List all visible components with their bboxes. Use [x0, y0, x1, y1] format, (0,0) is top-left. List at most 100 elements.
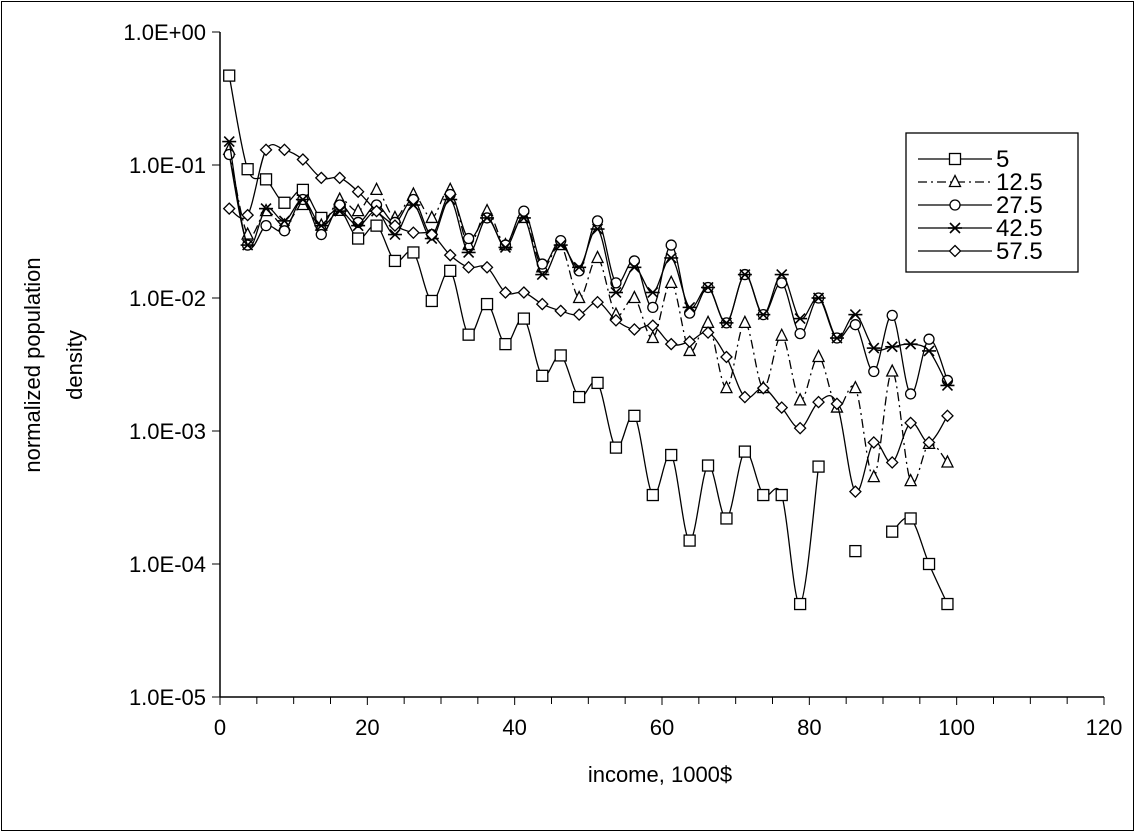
data-point: [609, 441, 623, 454]
star-stroke: [720, 317, 733, 329]
data-point: [940, 379, 955, 392]
data-point: [756, 381, 770, 395]
star-stroke: [794, 313, 806, 325]
data-point: [462, 260, 476, 274]
data-point: [406, 226, 420, 240]
data-point: [665, 448, 678, 462]
data-point: [573, 265, 585, 277]
data-point: [590, 250, 605, 264]
data-point: [517, 286, 531, 299]
data-point: [867, 436, 881, 449]
data-point: [719, 380, 734, 394]
x-tick-label: 20: [355, 715, 379, 740]
star-stroke: [665, 252, 677, 264]
data-point: [462, 328, 475, 341]
data-point: [241, 208, 255, 222]
star-stroke: [610, 286, 622, 299]
axes: 0 20 40 60 80 100 120 1.0E+00 1.0E-01 1.0E-02 1.0E…: [123, 20, 1122, 740]
data-point: [701, 459, 715, 472]
data-point: [480, 260, 494, 274]
data-point: [241, 163, 254, 176]
data-point: [351, 220, 366, 232]
star-stroke: [702, 281, 714, 294]
data-point: [646, 488, 659, 502]
x-tick-label: 80: [797, 715, 821, 740]
y-axis-title-line-2: density: [62, 330, 87, 400]
data-point: [794, 327, 806, 340]
star-stroke: [647, 286, 659, 299]
data-point: [278, 225, 291, 237]
star-stroke: [831, 332, 843, 344]
series-layer: [222, 69, 955, 611]
data-point: [886, 309, 898, 322]
y-axis-title: normalized population density: [20, 257, 87, 472]
data-point: [572, 290, 586, 304]
data-point: [591, 376, 604, 390]
data-point: [461, 246, 476, 259]
data-point: [278, 143, 291, 157]
star-stroke: [297, 193, 309, 206]
data-point: [443, 193, 458, 206]
legend-label: 57.5: [996, 238, 1043, 265]
data-point: [627, 290, 641, 304]
data-point: [444, 188, 456, 201]
x-axis-title: income, 1000$: [588, 762, 732, 787]
data-point: [904, 473, 918, 487]
data-point: [407, 193, 420, 206]
series-line: [228, 75, 820, 605]
data-point: [922, 436, 936, 449]
data-point: [425, 228, 439, 241]
data-point: [388, 254, 402, 268]
y-tick-label: 1.0E-01: [129, 153, 206, 178]
legend-label: 27.5: [996, 192, 1043, 219]
data-point: [609, 313, 623, 327]
star-stroke: [352, 220, 364, 232]
data-point: [406, 199, 421, 211]
x-tick-label: 60: [650, 715, 674, 740]
star-stroke: [868, 342, 880, 354]
data-point: [480, 297, 494, 311]
star-stroke: [463, 246, 475, 259]
data-point: [314, 220, 329, 232]
data-point: [351, 203, 365, 217]
data-point: [443, 248, 457, 262]
data-point: [849, 319, 862, 331]
data-point: [719, 317, 734, 329]
data-point: [590, 223, 605, 235]
data-point: [756, 309, 771, 321]
data-point: [591, 215, 604, 227]
data-point: [388, 219, 402, 233]
data-point: [407, 246, 420, 259]
data-point: [812, 395, 825, 409]
data-point: [259, 203, 273, 217]
data-point: [259, 173, 273, 186]
data-point: [793, 597, 807, 611]
data-point: [333, 171, 347, 185]
data-point: [572, 261, 587, 273]
data-point: [903, 338, 918, 350]
data-point: [517, 312, 531, 325]
x-tick-label: 120: [1086, 715, 1123, 740]
star-stroke: [242, 239, 254, 251]
data-point: [535, 297, 549, 311]
legend-label: 42.5: [996, 215, 1043, 242]
y-tick-label: 1.0E-03: [129, 419, 206, 444]
star-stroke: [905, 338, 917, 350]
data-point: [775, 488, 788, 502]
data-point: [885, 341, 900, 353]
data-point: [940, 454, 955, 468]
data-point: [848, 485, 862, 499]
data-point: [868, 365, 880, 378]
data-point: [278, 196, 291, 209]
data-point: [645, 286, 660, 299]
star-stroke: [444, 193, 456, 206]
data-point: [923, 333, 935, 345]
data-point: [369, 181, 384, 196]
data-point: [664, 252, 679, 264]
data-point: [608, 286, 623, 299]
data-point: [701, 314, 715, 329]
data-point: [922, 345, 937, 357]
data-point: [572, 308, 586, 322]
legend-label: 5: [996, 146, 1009, 173]
